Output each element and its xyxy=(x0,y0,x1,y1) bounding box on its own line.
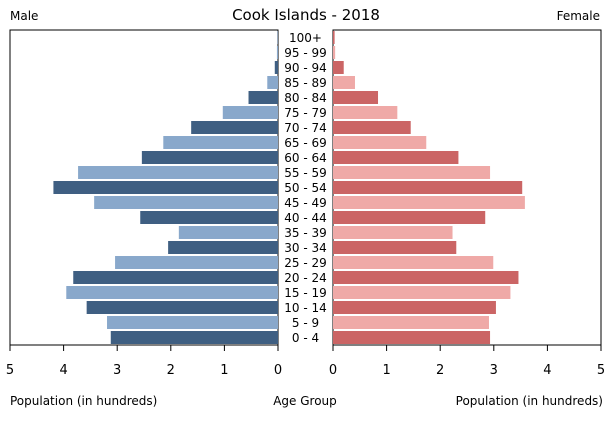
female-x-tick-label: 0 xyxy=(329,363,337,378)
female-bar-20-24 xyxy=(333,271,519,284)
male-x-tick-label: 4 xyxy=(59,363,67,378)
male-bar-80-84 xyxy=(248,91,278,104)
female-bar-65-69 xyxy=(333,136,427,149)
male-bar-55-59 xyxy=(78,166,278,179)
male-bar-65-69 xyxy=(163,136,278,149)
female-bar-85-89 xyxy=(333,76,355,89)
age-group-label: 90 - 94 xyxy=(284,61,327,75)
male-x-tick-label: 2 xyxy=(167,363,175,378)
female-bar-50-54 xyxy=(333,181,523,194)
male-bar-85-89 xyxy=(267,76,278,89)
age-group-axis-label: Age Group xyxy=(273,394,337,408)
age-group-label: 45 - 49 xyxy=(284,196,327,210)
female-x-tick-label: 2 xyxy=(436,363,444,378)
male-x-axis-label: Population (in hundreds) xyxy=(10,394,157,408)
male-bar-20-24 xyxy=(73,271,278,284)
female-x-tick-label: 5 xyxy=(597,363,605,378)
male-bar-45-49 xyxy=(94,196,279,209)
female-bar-70-74 xyxy=(333,121,411,134)
female-bar-40-44 xyxy=(333,211,486,224)
female-x-axis: 0 1 2 3 4 5 xyxy=(329,345,605,378)
male-x-tick-label: 1 xyxy=(220,363,228,378)
male-x-tick-label: 0 xyxy=(274,363,282,378)
male-bar-95-99 xyxy=(276,46,278,59)
female-bar-90-94 xyxy=(333,61,344,74)
female-x-tick-label: 1 xyxy=(382,363,390,378)
female-bar-15-19 xyxy=(333,286,511,299)
male-bar-75-79 xyxy=(222,106,278,119)
male-bar-70-74 xyxy=(191,121,278,134)
male-bar-60-64 xyxy=(141,151,278,164)
age-group-label: 20 - 24 xyxy=(284,271,327,285)
female-label: Female xyxy=(557,9,600,23)
age-group-label: 100+ xyxy=(289,31,322,45)
age-group-label: 70 - 74 xyxy=(284,121,327,135)
age-group-label: 35 - 39 xyxy=(284,226,327,240)
female-bar-100plus xyxy=(333,31,335,44)
age-group-label: 60 - 64 xyxy=(284,151,327,165)
age-group-label: 95 - 99 xyxy=(284,46,327,60)
male-bar-30-34 xyxy=(168,241,278,254)
age-group-label: 50 - 54 xyxy=(284,181,327,195)
male-bar-50-54 xyxy=(53,181,278,194)
female-bar-80-84 xyxy=(333,91,379,104)
age-group-label: 10 - 14 xyxy=(284,301,327,315)
male-bar-40-44 xyxy=(140,211,278,224)
age-group-label: 0 - 4 xyxy=(292,331,319,345)
female-bar-0-4 xyxy=(333,331,491,344)
age-group-label: 15 - 19 xyxy=(284,286,327,300)
female-x-tick-label: 4 xyxy=(543,363,551,378)
female-x-tick-label: 3 xyxy=(490,363,498,378)
male-bar-35-39 xyxy=(178,226,278,239)
female-bar-95-99 xyxy=(333,46,336,59)
male-bar-100plus xyxy=(277,31,278,44)
male-bars-group xyxy=(53,31,279,344)
age-group-label: 75 - 79 xyxy=(284,106,327,120)
female-bar-10-14 xyxy=(333,301,496,314)
female-bars-group xyxy=(333,31,525,344)
chart-title: Cook Islands - 2018 xyxy=(232,6,380,24)
age-group-label: 85 - 89 xyxy=(284,76,327,90)
age-group-label: 5 - 9 xyxy=(292,316,319,330)
female-bar-35-39 xyxy=(333,226,453,239)
female-bar-25-29 xyxy=(333,256,494,269)
male-bar-10-14 xyxy=(86,301,279,314)
male-label: Male xyxy=(10,9,38,23)
female-bar-60-64 xyxy=(333,151,459,164)
female-bar-30-34 xyxy=(333,241,457,254)
female-bar-55-59 xyxy=(333,166,491,179)
male-bar-25-29 xyxy=(115,256,278,269)
female-x-axis-label: Population (in hundreds) xyxy=(456,394,603,408)
male-x-tick-label: 3 xyxy=(113,363,121,378)
age-group-label: 30 - 34 xyxy=(284,241,327,255)
female-bar-45-49 xyxy=(333,196,525,209)
male-bar-0-4 xyxy=(110,331,279,344)
female-bar-5-9 xyxy=(333,316,489,329)
age-group-label: 25 - 29 xyxy=(284,256,327,270)
male-x-tick-label: 5 xyxy=(6,363,14,378)
male-bar-5-9 xyxy=(107,316,279,329)
age-group-label: 65 - 69 xyxy=(284,136,327,150)
male-bar-90-94 xyxy=(274,61,278,74)
age-group-label: 40 - 44 xyxy=(284,211,327,225)
female-bar-75-79 xyxy=(333,106,398,119)
male-x-axis: 0 1 2 3 4 5 xyxy=(6,345,282,378)
age-group-label: 80 - 84 xyxy=(284,91,327,105)
male-bar-15-19 xyxy=(66,286,278,299)
age-group-label: 55 - 59 xyxy=(284,166,327,180)
